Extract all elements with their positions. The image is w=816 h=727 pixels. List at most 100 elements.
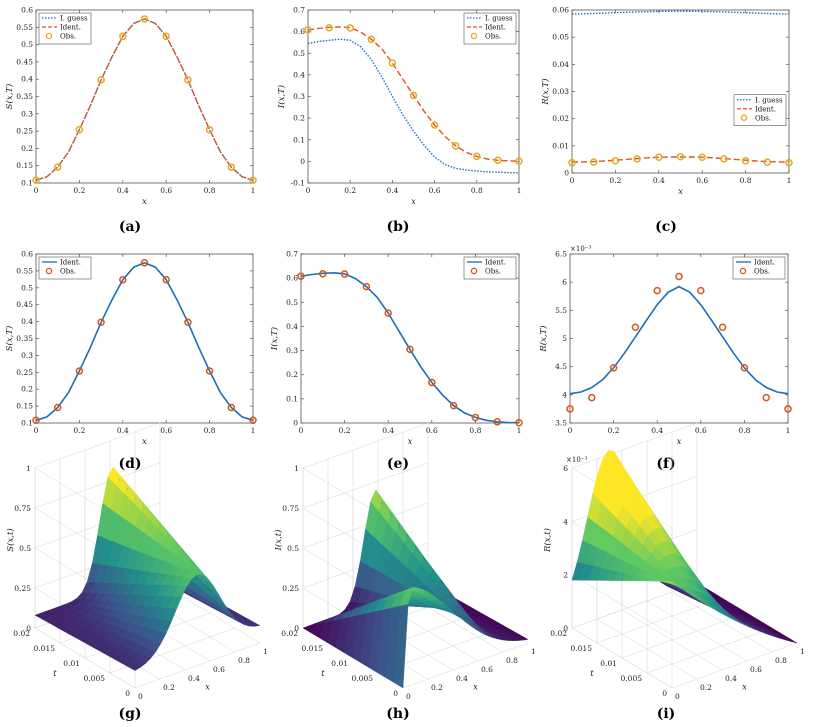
t-tick-label: 0.02: [281, 629, 298, 638]
obs-marker: [406, 345, 414, 354]
z-tick-label: 1: [26, 464, 31, 473]
y-tick-label: 0.6: [293, 27, 305, 36]
chart-b: 0 0.2 0.4 0.6 0.8 1-0.100.10.20.30.40.50.60.7…: [276, 6, 523, 235]
legend-marker: [45, 267, 53, 275]
z-tick-label: 2: [563, 571, 568, 580]
chart-a: 0 0.2 0.4 0.6 0.8 1 0.1 0.15 0.2 0.25 0.3 0.35 0.4 0.…: [4, 6, 257, 235]
y-tick-label: 0.1: [293, 135, 305, 144]
obs-marker: [409, 91, 418, 100]
obs-marker: [32, 416, 40, 425]
t-tick-label: 0.02: [13, 629, 30, 638]
panel-caption: (h): [386, 706, 409, 722]
obs-marker: [741, 157, 750, 165]
y-tick-label: 6: [562, 278, 567, 287]
x-tick-label: 1: [251, 186, 256, 195]
x-axis-label: x: [408, 437, 413, 447]
obs-marker: [388, 59, 397, 67]
x-axis-label: x: [677, 437, 682, 447]
y-tick-label: 0.3: [21, 109, 33, 118]
chart-c: 0 0.2 0.4 0.6 0.8 1 0 0.01 0.02 0.03 0.04 0.05 0.06 x…: [540, 6, 793, 235]
x-tick-label: 0.2: [339, 426, 351, 435]
x-axis-label: x: [678, 187, 683, 197]
chart-f: 0 0.2 0.4 0.6 0.8 1 3.5 4 4.5 5 5.5 6 6.5 x R(x,T) ×10⁻…: [538, 245, 792, 472]
z-tick-label: 0.75: [14, 504, 31, 513]
x-tick-label: 0.8: [740, 176, 752, 185]
obs-marker: [471, 413, 480, 422]
y-tick-label: 0: [300, 157, 305, 166]
x-tick-label: 0.8: [204, 186, 216, 195]
t-tick-label: 0.01: [600, 659, 617, 668]
legend-label: I. guess: [485, 15, 513, 23]
obs-marker: [249, 176, 257, 184]
obs-marker: [762, 393, 770, 402]
obs-marker: [119, 32, 127, 41]
y-tick-label: 0.5: [293, 49, 305, 58]
legend-label: Obs.: [485, 33, 501, 41]
legend-label: Ident.: [755, 105, 776, 113]
x-tick-label: 1: [800, 647, 805, 656]
t-tick-label: 0.01: [331, 659, 348, 668]
grid-line: [571, 422, 698, 469]
series-line-iguess: [571, 10, 790, 15]
x-tick-label: 0: [568, 426, 573, 435]
x-tick-label: 0.4: [386, 186, 398, 195]
x-tick-label: 0.8: [238, 656, 250, 665]
z-tick-label: 0.75: [282, 504, 299, 513]
obs-marker: [367, 35, 376, 43]
y-axis-label: I(x,T): [276, 85, 287, 109]
obs-marker: [588, 393, 596, 402]
series-line-ident: [307, 26, 520, 162]
plot-frame: [35, 253, 254, 424]
obs-marker: [609, 364, 618, 372]
y-tick-label: 0.6: [286, 274, 298, 283]
x-tick-label: 0.4: [117, 186, 129, 195]
y-tick-label: 0.55: [16, 266, 33, 275]
y-tick-label: 5.5: [555, 306, 567, 315]
t-tick-label: 0.005: [84, 674, 106, 683]
grid-line: [571, 574, 673, 635]
y-tick-label: 0.2: [21, 385, 33, 394]
legend-label: Ident.: [485, 259, 506, 267]
x-axis-label: x: [473, 683, 478, 693]
obs-marker: [568, 158, 576, 167]
legend-label: Ident.: [60, 259, 81, 267]
y-tick-label: 0.2: [286, 370, 298, 379]
y-tick-label: 0.7: [286, 250, 298, 259]
legend: Ident.Obs.: [463, 256, 517, 280]
y-tick-label: 0.05: [552, 33, 569, 42]
t-tick-label: 0: [125, 689, 130, 698]
surface-patch: [245, 620, 261, 627]
chart-e: 0 0.2 0.4 0.6 0.8 1 0 0.1 0.2 0.3 0.4 0.5 0.6 0.7 x I(x…: [269, 250, 523, 472]
x-tick-label: 1: [786, 426, 791, 435]
panel-caption: (i): [657, 706, 676, 722]
panel-caption: (b): [386, 219, 409, 235]
x-axis-label: x: [142, 437, 147, 447]
obs-marker: [449, 401, 458, 410]
y-tick-label: 0.2: [293, 114, 305, 123]
grid-line: [134, 642, 261, 689]
x-tick-label: 0.8: [775, 656, 787, 665]
obs-marker: [140, 15, 149, 23]
t-tick-label: 0.015: [571, 644, 593, 653]
z-tick-label: 4: [563, 517, 568, 526]
x-tick-label: 0.6: [160, 186, 172, 195]
t-tick-label: 0.015: [302, 644, 324, 653]
x-tick-label: 1: [251, 426, 256, 435]
obs-marker: [362, 282, 371, 291]
legend-marker: [470, 32, 478, 40]
obs-marker: [97, 318, 105, 327]
obs-marker: [297, 272, 305, 280]
obs-marker: [184, 318, 192, 327]
grid-line: [402, 642, 529, 689]
t-tick-label: 0.01: [63, 659, 80, 668]
y-tick-label: 0.3: [293, 92, 305, 101]
obs-marker: [227, 403, 236, 412]
x-tick-label: 0.2: [73, 426, 85, 435]
y-tick-label: 4.5: [555, 362, 567, 371]
x-tick-label: 0: [306, 186, 311, 195]
x-tick-label: 1: [787, 176, 792, 185]
y-tick-label: 0: [293, 419, 298, 428]
obs-marker: [698, 153, 706, 161]
